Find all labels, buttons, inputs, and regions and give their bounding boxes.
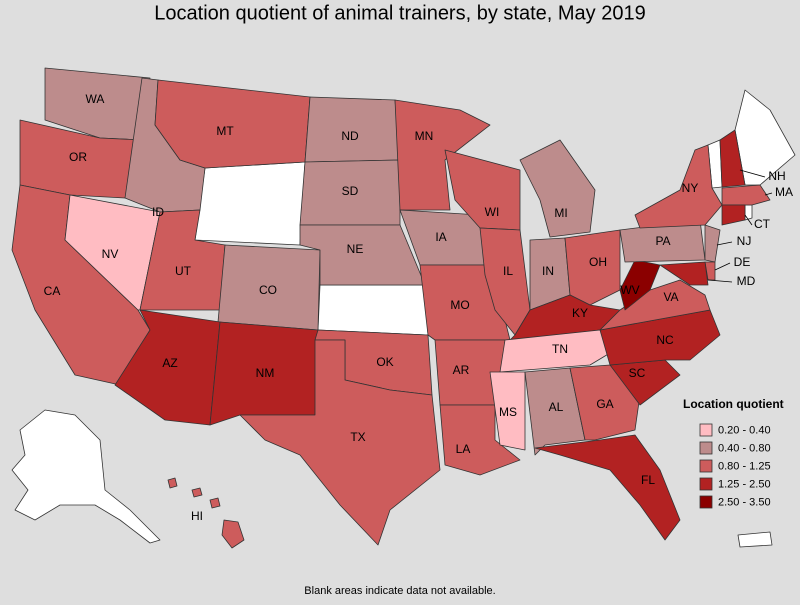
state-label: NJ bbox=[737, 234, 752, 248]
state bbox=[64, 194, 161, 311]
state bbox=[659, 261, 709, 286]
state-label: MN bbox=[415, 129, 434, 143]
state-label: IN bbox=[542, 264, 554, 278]
state-label: PA bbox=[655, 234, 670, 248]
leader-line bbox=[716, 241, 733, 246]
map-title: Location quotient of animal trainers, by… bbox=[154, 2, 645, 24]
state bbox=[299, 224, 426, 286]
state-label: TN bbox=[552, 342, 568, 356]
leader-line bbox=[764, 192, 773, 196]
leader-line bbox=[744, 214, 753, 226]
legend-label: 0.20 - 0.40 bbox=[718, 424, 771, 436]
state-label: HI bbox=[191, 509, 203, 523]
state-label: MT bbox=[216, 124, 234, 138]
state bbox=[489, 371, 526, 451]
state-label: ID bbox=[152, 205, 164, 219]
legend-swatch bbox=[699, 495, 713, 509]
state-label: SD bbox=[342, 184, 359, 198]
state-label: OK bbox=[376, 355, 393, 369]
legend-title: Location quotient bbox=[683, 397, 784, 411]
state-label: NC bbox=[656, 333, 674, 347]
legend-swatch bbox=[699, 423, 713, 437]
state-label: MI bbox=[554, 206, 567, 220]
state-label: MS bbox=[499, 405, 517, 419]
state-label: WV bbox=[620, 283, 639, 297]
state-label: AL bbox=[549, 400, 564, 414]
state-label: VA bbox=[663, 290, 678, 304]
state-label: SC bbox=[629, 366, 646, 380]
legend-swatch bbox=[699, 459, 713, 473]
state-label: MD bbox=[737, 274, 756, 288]
state bbox=[239, 339, 441, 546]
legend: Location quotient 0.20 - 0.40 0.40 - 0.80… bbox=[683, 397, 784, 508]
state-label: NV bbox=[102, 247, 119, 261]
state-label: AR bbox=[453, 363, 470, 377]
state-ri bbox=[744, 204, 753, 221]
legend-label: 0.40 - 0.80 bbox=[718, 442, 771, 454]
state-label: FL bbox=[641, 473, 655, 487]
state-label: UT bbox=[175, 264, 192, 278]
state-label: IL bbox=[503, 264, 513, 278]
state bbox=[524, 367, 586, 456]
state-label: IA bbox=[435, 230, 446, 244]
state-label: OH bbox=[589, 255, 607, 269]
state-label: TX bbox=[350, 430, 365, 444]
leader-line bbox=[707, 279, 733, 283]
state bbox=[704, 261, 716, 281]
state bbox=[619, 259, 661, 311]
state bbox=[721, 204, 746, 226]
state-label: OR bbox=[69, 150, 87, 164]
state-label: WI bbox=[485, 205, 500, 219]
state-label: NH bbox=[768, 169, 785, 183]
state-label: LA bbox=[456, 442, 471, 456]
state-label: CO bbox=[259, 283, 277, 297]
leader-line bbox=[714, 262, 731, 271]
state bbox=[167, 477, 245, 549]
footnote: Blank areas indicate data not available. bbox=[304, 585, 495, 597]
state-label: KY bbox=[572, 306, 588, 320]
state-label: MO bbox=[450, 298, 469, 312]
state-label: AZ bbox=[162, 356, 177, 370]
legend-swatch bbox=[699, 441, 713, 455]
state-label: NM bbox=[256, 366, 275, 380]
state-pr bbox=[737, 531, 773, 548]
state-ks bbox=[317, 284, 429, 336]
states bbox=[11, 67, 771, 549]
state bbox=[704, 224, 721, 263]
legend-swatch bbox=[699, 477, 713, 491]
state-label: CA bbox=[44, 284, 61, 298]
state-label: CT bbox=[754, 217, 771, 231]
state bbox=[634, 144, 723, 229]
legend-label: 0.80 - 1.25 bbox=[718, 460, 771, 472]
state-ak bbox=[11, 409, 161, 544]
state-label: NE bbox=[347, 242, 364, 256]
state bbox=[719, 129, 746, 188]
state-label: GA bbox=[596, 397, 613, 411]
state bbox=[564, 229, 621, 306]
state-label: MA bbox=[775, 185, 793, 199]
leader-line bbox=[739, 169, 766, 178]
state bbox=[721, 184, 771, 206]
legend-label: 2.50 - 3.50 bbox=[718, 496, 771, 508]
state bbox=[519, 139, 596, 238]
state-wy bbox=[194, 161, 306, 246]
state-label: NY bbox=[682, 181, 699, 195]
state-label: DE bbox=[734, 255, 751, 269]
state bbox=[534, 434, 681, 541]
state-label: ND bbox=[341, 129, 359, 143]
state-labels: WA OR CA NV ID MT UT CO AZ NM ND SD NE OK TX MN IA MO AR LA… bbox=[44, 92, 793, 523]
legend-label: 1.25 - 2.50 bbox=[718, 478, 771, 490]
state-label: WA bbox=[86, 92, 105, 106]
